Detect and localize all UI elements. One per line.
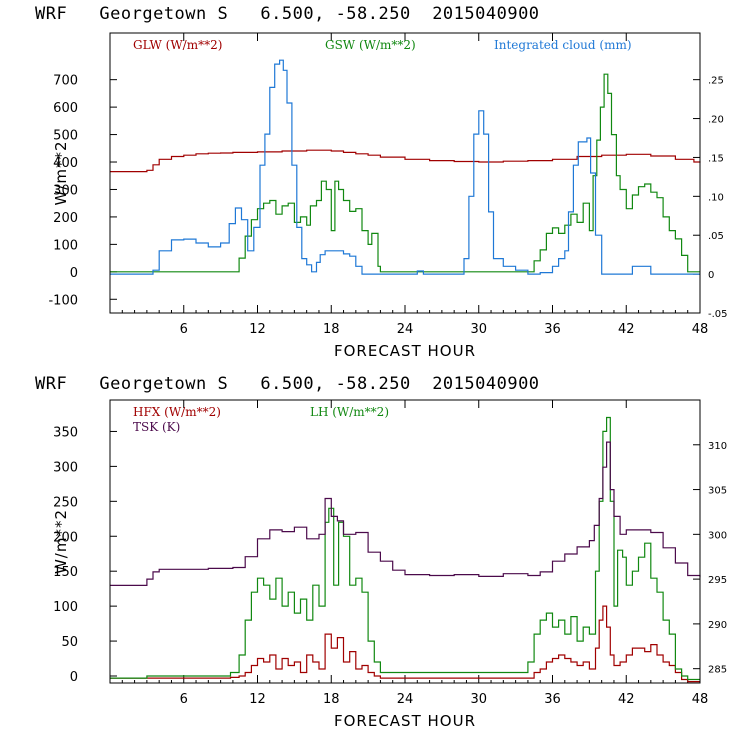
x-tick-label: 6: [180, 692, 188, 707]
y2-tick-label: .20: [708, 115, 724, 126]
y-tick-label: 100: [53, 238, 78, 253]
y-tick-label: 700: [53, 74, 78, 89]
x-tick-label: 42: [618, 692, 635, 707]
x-tick-label: 24: [397, 322, 414, 337]
y-tick-label: 300: [53, 460, 78, 475]
series-glw: [110, 149, 701, 173]
x-tick-label: 12: [249, 692, 266, 707]
x-axis-title: FORECAST HOUR: [334, 712, 476, 730]
series-integrated-cloud: [110, 59, 700, 275]
y2-tick-label: .25: [708, 76, 724, 87]
y-axis-title: W/m**2: [52, 509, 70, 574]
plot-frame: [109, 399, 701, 684]
legend-entry: HFX (W/m**2): [133, 405, 221, 419]
x-tick-label: 6: [180, 322, 188, 337]
y2-tick-label: .15: [708, 153, 724, 164]
y-tick-label: 50: [61, 635, 78, 650]
chart-title: WRF Georgetown S 6.500, -58.250 20150409…: [35, 4, 540, 24]
x-tick-label: 18: [323, 322, 340, 337]
y2-tick-label: 285: [708, 665, 727, 676]
plot-frame: [109, 32, 701, 314]
x-tick-label: 18: [323, 692, 340, 707]
x-tick-label: 12: [249, 322, 266, 337]
y-tick-label: 350: [53, 425, 78, 440]
y2-tick-label: 300: [708, 530, 727, 541]
y2-tick-label: 290: [708, 620, 727, 631]
x-tick-label: 24: [397, 692, 414, 707]
legend-entry: GSW (W/m**2): [325, 38, 416, 52]
series-lh: [110, 416, 700, 681]
y2-tick-label: -.05: [708, 309, 728, 320]
y-tick-label: 150: [53, 565, 78, 580]
y-tick-label: 300: [53, 183, 78, 198]
x-tick-label: 48: [692, 322, 709, 337]
chart-svg: 0 50 100 150 200 250 300 350 285 290 295 300 305 310 6…: [52, 399, 727, 730]
x-tick-label: 30: [470, 322, 487, 337]
y-axis-title: W/m**2: [52, 140, 70, 205]
legend-entry: Integrated cloud (mm): [494, 38, 632, 52]
y-tick-label: 600: [53, 101, 78, 116]
x-tick-label: 36: [544, 692, 561, 707]
y2-tick-label: .10: [708, 192, 724, 203]
y-tick-label: 400: [53, 156, 78, 171]
y-tick-label: 0: [70, 266, 78, 281]
x-tick-label: 42: [618, 322, 635, 337]
legend-entry: GLW (W/m**2): [133, 38, 222, 52]
legend-entry: TSK (K): [133, 420, 180, 434]
y2-tick-label: 295: [708, 575, 727, 586]
series-tsk: [110, 441, 701, 586]
y-tick-label: 200: [53, 530, 78, 545]
series-gsw: [110, 73, 700, 273]
y-tick-label: 0: [70, 670, 78, 685]
x-tick-label: 30: [470, 692, 487, 707]
chart-svg: -100 0 100 200 300 400 500 600 700 -.05 0 .05 .10 .15…: [48, 32, 728, 360]
y2-tick-label: 310: [708, 441, 727, 452]
y-tick-label: 250: [53, 495, 78, 510]
y2-tick-label: .05: [708, 231, 724, 242]
chart-title: WRF Georgetown S 6.500, -58.250 20150409…: [35, 374, 540, 394]
x-tick-label: 36: [544, 322, 561, 337]
y-tick-label: 500: [53, 129, 78, 144]
y-tick-label: 100: [53, 600, 78, 615]
chart-panel-top: WRF Georgetown S 6.500, -58.250 20150409…: [35, 4, 728, 360]
y2-tick-label: 305: [708, 486, 727, 497]
y2-tick-label: 0: [708, 270, 714, 281]
legend-entry: LH (W/m**2): [310, 405, 389, 419]
x-tick-label: 48: [692, 692, 709, 707]
x-axis-title: FORECAST HOUR: [334, 342, 476, 360]
chart-panel-bottom: WRF Georgetown S 6.500, -58.250 20150409…: [0, 370, 740, 740]
series-hfx: [110, 605, 700, 683]
y-tick-label: -100: [48, 293, 78, 308]
y-tick-label: 200: [53, 211, 78, 226]
